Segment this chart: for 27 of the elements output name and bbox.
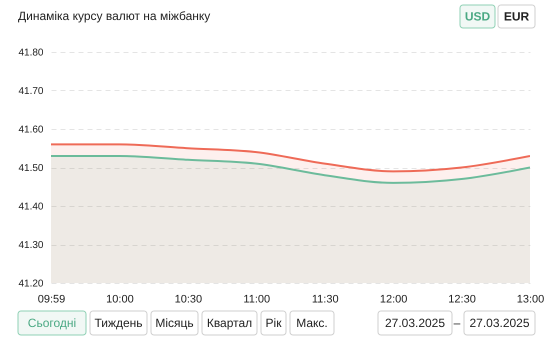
y-tick-label: 41.60	[18, 124, 44, 136]
x-tick-label: 13:00	[516, 294, 544, 306]
x-tick-label: 11:30	[312, 294, 339, 306]
y-tick-label: 41.20	[18, 278, 44, 290]
y-tick-label: 41.30	[18, 240, 44, 251]
y-tick-label: 41.70	[18, 86, 44, 97]
x-tick-label: 09:59	[38, 294, 66, 306]
text: 27.03.2025	[384, 316, 446, 330]
text: 27.03.2025	[469, 316, 530, 330]
text: Місяць	[155, 316, 194, 330]
y-tick-label: 41.40	[18, 202, 44, 212]
y-tick-label: 41.80	[18, 48, 44, 58]
text: Тиждень	[94, 316, 143, 330]
x-tick-label: 12:00	[380, 294, 408, 306]
text: EUR	[504, 10, 530, 24]
text: Сьогодні	[28, 316, 76, 330]
text: USD	[464, 10, 490, 24]
text: Квартал	[206, 316, 252, 330]
x-tick-label: 10:00	[106, 294, 134, 306]
x-tick-label: 11:00	[243, 294, 270, 306]
y-tick-label: 41.50	[18, 163, 44, 174]
text: Макс.	[296, 316, 328, 330]
chart-title: Динаміка курсу валют на міжбанку	[18, 9, 210, 23]
x-tick-label: 12:30	[448, 294, 476, 306]
text: –	[454, 316, 461, 330]
x-tick-label: 10:30	[174, 294, 202, 306]
text: Рік	[266, 316, 282, 330]
